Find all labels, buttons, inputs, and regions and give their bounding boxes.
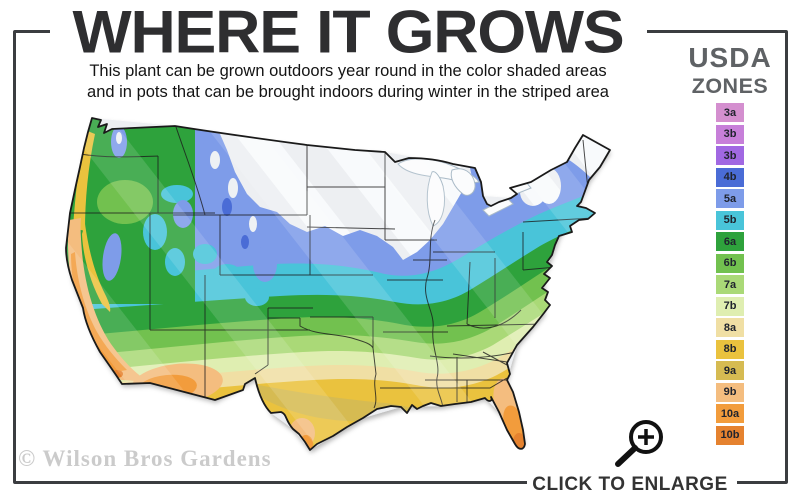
legend-zone-item: 5b — [716, 210, 744, 230]
legend-zone-label: 3a — [723, 106, 737, 119]
legend-zone-label: 5a — [723, 192, 737, 205]
legend-zone-label: 10b — [720, 429, 740, 441]
legend-zone-item: 3b — [716, 124, 744, 144]
legend-zone-item: 4b — [716, 167, 744, 187]
legend-zone-item: 9b — [716, 382, 744, 402]
legend-zone-label: 8b — [723, 343, 737, 355]
legend-zone-label: 5b — [723, 214, 737, 226]
legend-title-zones: ZONES — [691, 74, 769, 98]
magnifier-icon[interactable] — [608, 408, 680, 474]
legend-zone-label: 10a — [720, 407, 740, 420]
legend-zone-item: 3a — [716, 103, 744, 122]
legend-zone-list: 3a 3b 3b 4b 5a 5b 6a 6b 7a 7b 8a 8b 9a 9b 10a 10b — [716, 103, 744, 447]
legend-zone-item: 7a — [716, 275, 744, 294]
legend-zone-item: 8b — [716, 339, 744, 359]
watermark: © Wilson Bros Gardens — [18, 446, 272, 471]
legend-title: USDA ZONES — [672, 44, 788, 98]
legend-zone-item: 9a — [716, 361, 744, 380]
legend-zone-label: 6b — [723, 257, 737, 269]
legend-zone-label: 3b — [723, 128, 737, 140]
legend-zone-label: 6a — [723, 235, 737, 248]
usda-zones-map[interactable] — [55, 112, 625, 462]
legend-zone-item: 10b — [716, 425, 744, 445]
legend-zone-label: 3b — [723, 149, 737, 162]
click-to-enlarge-label[interactable]: CLICK TO ENLARGE — [532, 474, 728, 495]
subtitle-line-2: and in pots that can be brought indoors … — [87, 83, 609, 101]
legend-zone-label: 9b — [723, 386, 737, 398]
legend-zone-label: 7b — [723, 300, 737, 312]
legend-zone-item: 7b — [716, 296, 744, 316]
legend-zone-item: 10a — [716, 404, 744, 423]
legend-zone-item: 5a — [716, 189, 744, 208]
legend-zone-label: 7a — [723, 278, 737, 291]
us-outline — [65, 117, 611, 451]
legend-zone-label: 9a — [723, 364, 737, 377]
subtitle: This plant can be grown outdoors year ro… — [40, 61, 656, 103]
title-border-gap — [50, 25, 647, 37]
diagonal-sheen-overlay — [66, 118, 610, 450]
legend-zone-item: 3b — [716, 146, 744, 165]
legend-zone-label: 8a — [723, 321, 737, 334]
legend-title-usda: USDA — [688, 42, 772, 73]
enlarge-border-gap — [527, 477, 737, 488]
subtitle-line-1: This plant can be grown outdoors year ro… — [89, 62, 607, 80]
legend-zone-item: 6b — [716, 253, 744, 273]
legend-zone-item: 6a — [716, 232, 744, 251]
page-title: WHERE IT GROWS — [72, 0, 625, 67]
legend-zone-item: 8a — [716, 318, 744, 337]
legend-zone-label: 4b — [723, 171, 737, 183]
